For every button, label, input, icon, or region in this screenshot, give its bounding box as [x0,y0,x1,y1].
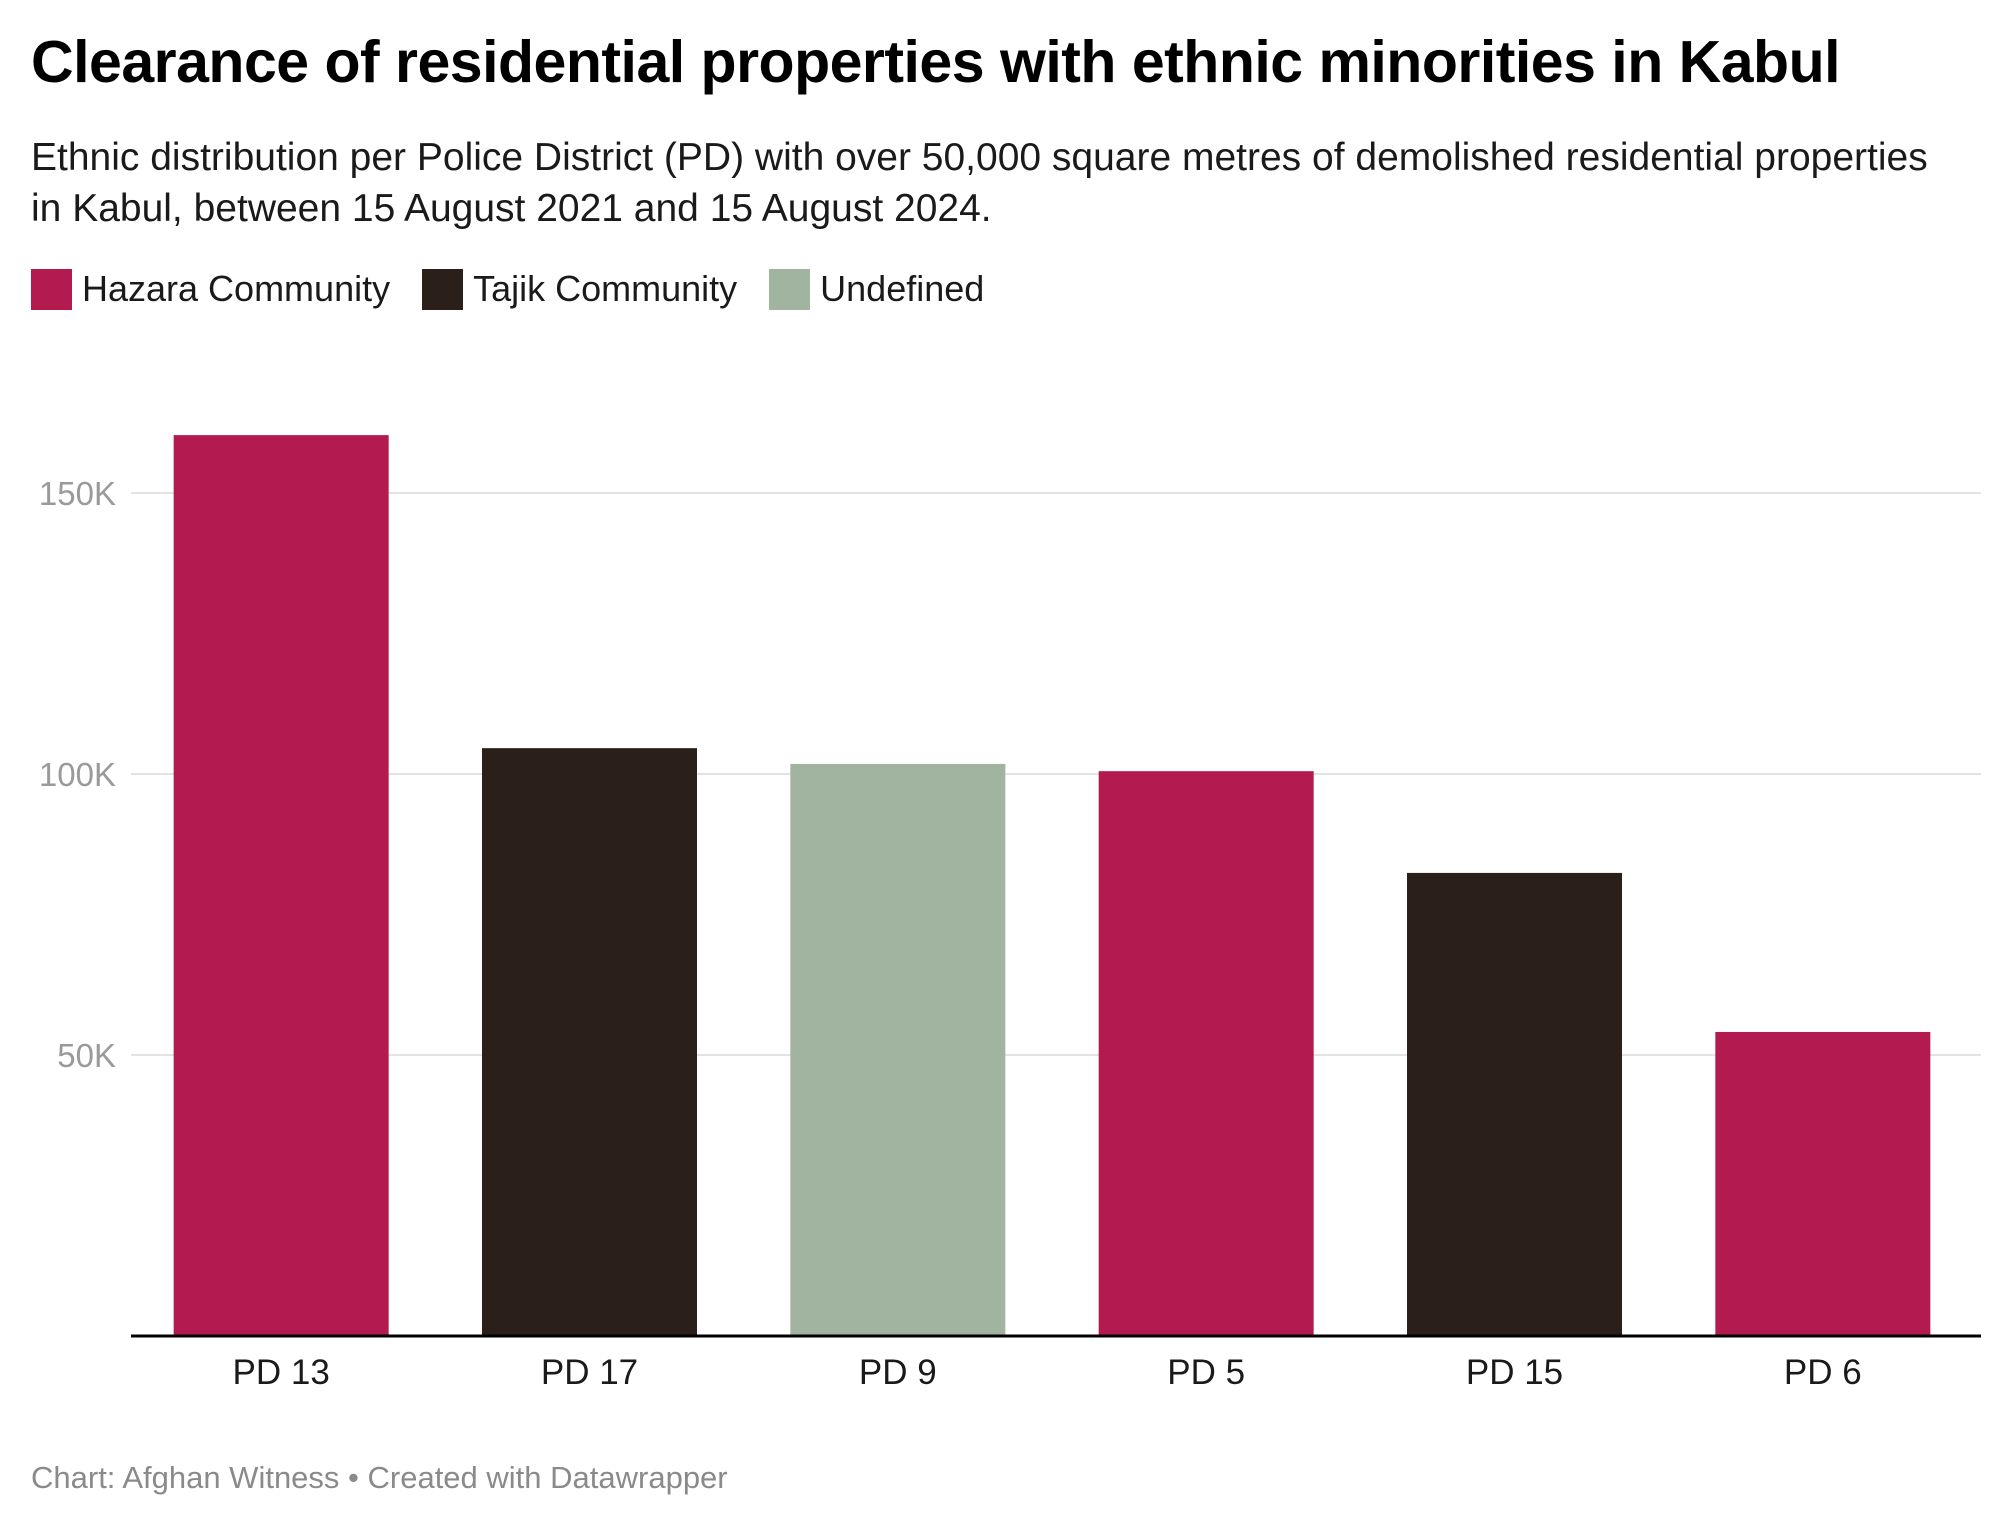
x-tick-label: PD 5 [1167,1353,1245,1392]
bar-pd-5 [1098,771,1314,1336]
y-tick-label: 100K [39,756,116,793]
legend-label-undefined: Undefined [820,268,985,309]
x-tick-label: PD 9 [859,1353,937,1392]
x-tick-label: PD 6 [1784,1353,1862,1392]
legend-swatch-hazara [31,268,72,310]
x-tick-label: PD 15 [1466,1353,1563,1392]
legend-swatch-undefined [769,268,811,310]
y-tick-label: 50K [57,1037,116,1074]
legend-item-hazara: Hazara Community [31,268,390,310]
x-tick-label: PD 13 [233,1353,330,1392]
legend-item-undefined: Undefined [769,268,984,310]
legend-label-tajik: Tajik Community [473,268,738,309]
x-tick-label: PD 17 [541,1353,638,1392]
bar-pd-9 [790,763,1006,1336]
chart-footer: Chart: Afghan Witness • Created with Dat… [31,1460,728,1495]
bar-pd-6 [1715,1031,1931,1336]
legend-label-hazara: Hazara Community [82,268,391,309]
bar-pd-15 [1407,872,1622,1336]
bar-pd-13 [173,435,389,1336]
chart-title: Clearance of residential properties with… [31,29,1841,95]
legend-item-tajik: Tajik Community [422,268,737,310]
legend-swatch-tajik [422,268,464,310]
bar-pd-17 [482,748,697,1336]
chart-subtitle: Ethnic distribution per Police District … [31,136,1928,230]
legend: Hazara Community Tajik Community Undefin… [31,268,1016,310]
y-tick-label: 150K [39,475,116,512]
